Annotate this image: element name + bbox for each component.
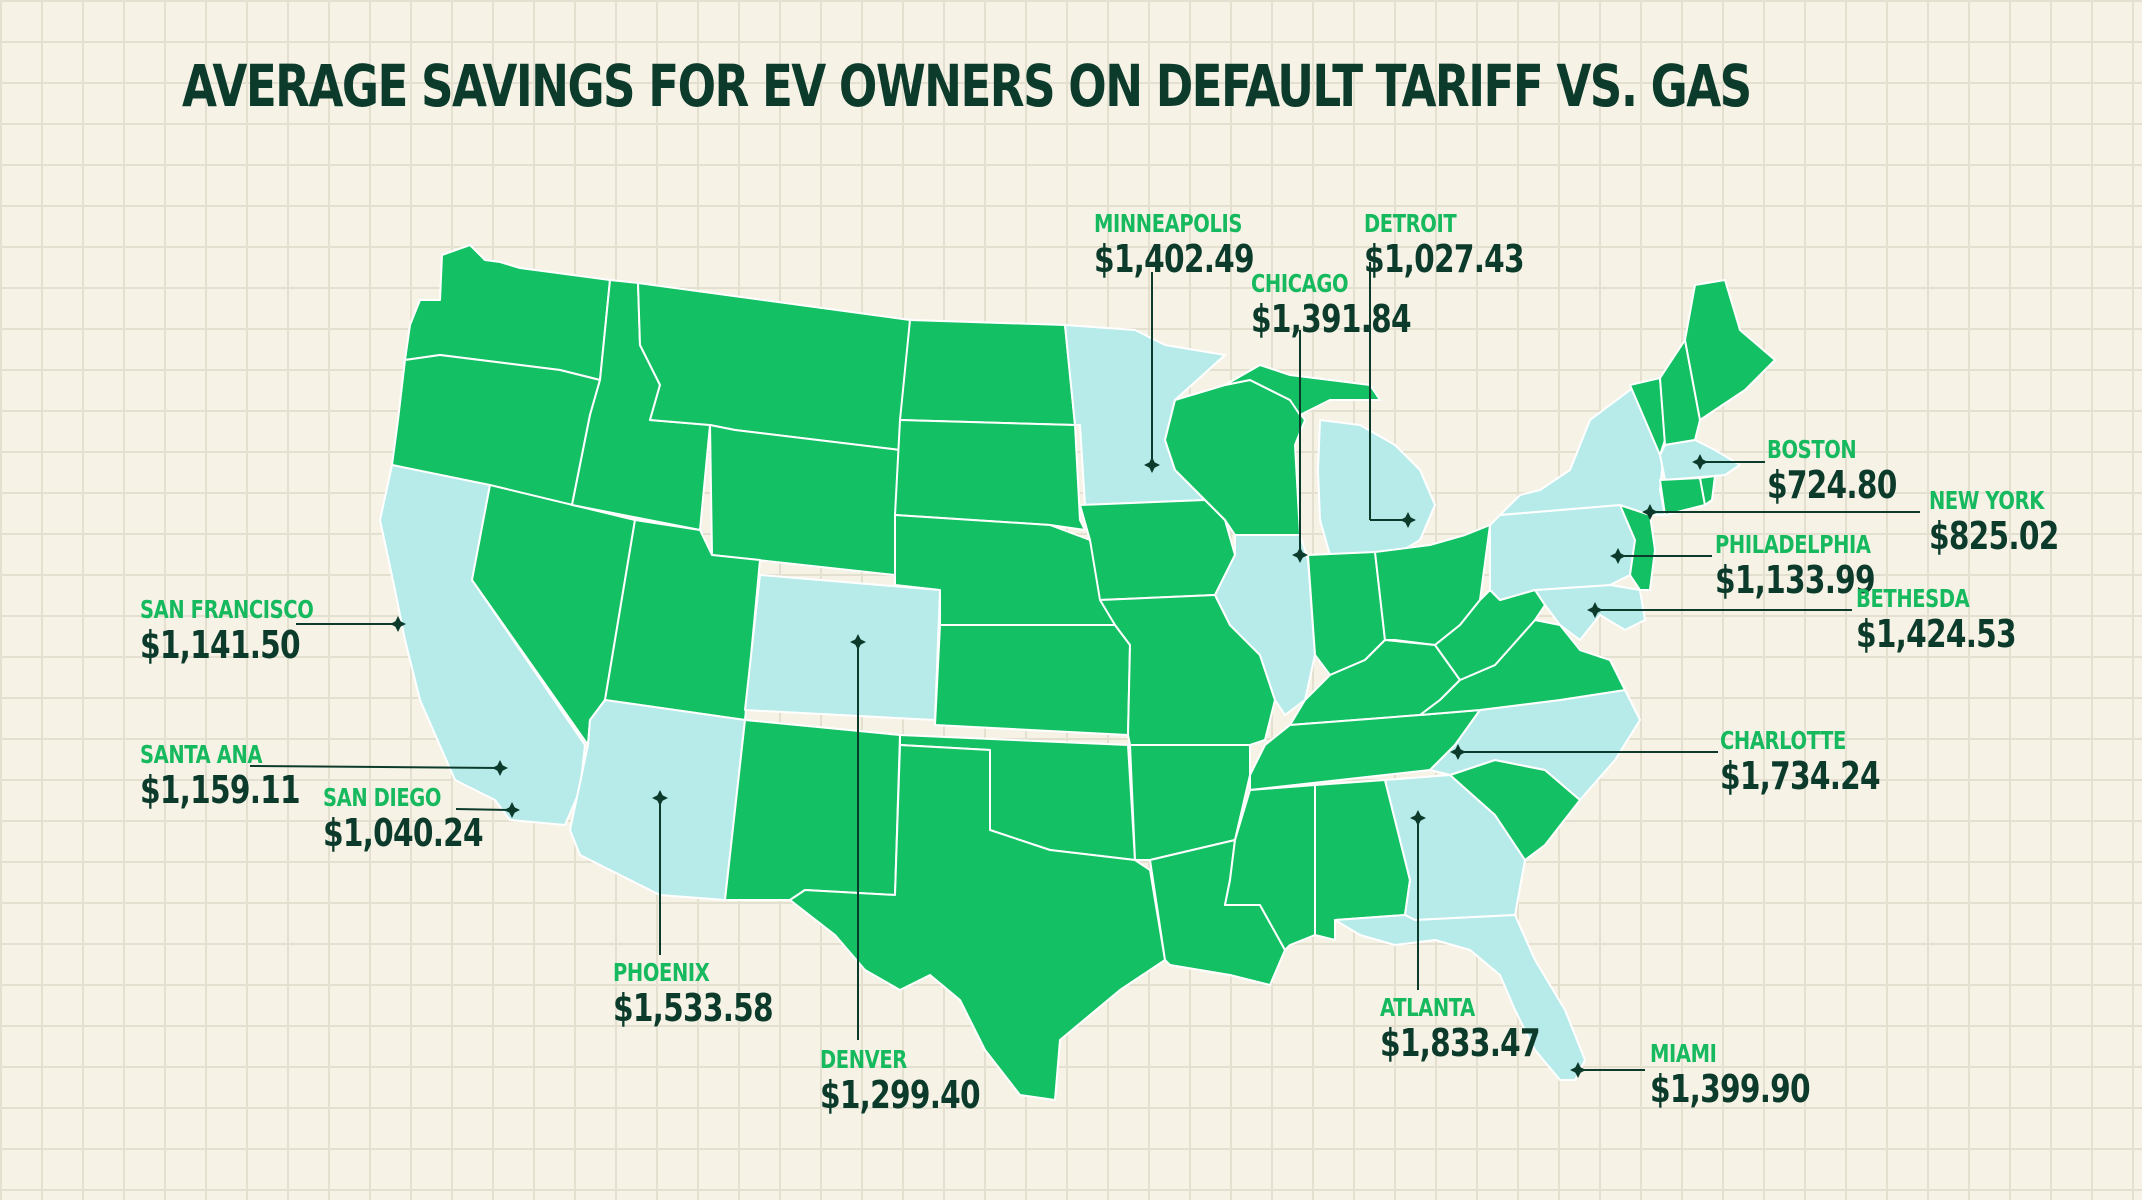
city-amount: $1,399.90 bbox=[1650, 1067, 1811, 1111]
city-name: NEW YORK bbox=[1929, 486, 2044, 515]
state-south-dakota bbox=[894, 419, 1086, 531]
state-wyoming bbox=[709, 424, 901, 576]
label-boston: BOSTON $724.80 bbox=[1767, 435, 1897, 507]
city-amount: $1,040.24 bbox=[323, 811, 484, 855]
state-michigan-up bbox=[1224, 364, 1381, 416]
city-name: PHOENIX bbox=[613, 958, 710, 987]
leader-line-santa-ana bbox=[249, 765, 501, 769]
state-kansas bbox=[934, 624, 1131, 736]
city-marker-san-diego bbox=[504, 802, 520, 818]
city-name: MINNEAPOLIS bbox=[1094, 209, 1243, 238]
city-amount: $1,424.53 bbox=[1856, 612, 2017, 656]
state-rhode-island bbox=[1699, 475, 1716, 506]
city-marker-santa-ana bbox=[492, 760, 508, 776]
state-maine bbox=[1684, 279, 1776, 421]
city-marker-charlotte bbox=[1450, 744, 1466, 760]
city-name: ATLANTA bbox=[1380, 993, 1475, 1022]
city-marker-boston bbox=[1692, 454, 1708, 470]
city-marker-phoenix bbox=[652, 790, 668, 806]
city-marker-philadelphia bbox=[1610, 548, 1626, 564]
label-philadelphia: PHILADELPHIA $1,133.99 bbox=[1715, 530, 1876, 602]
city-name: MIAMI bbox=[1650, 1039, 1717, 1068]
label-santa-ana: SANTA ANA $1,159.11 bbox=[140, 740, 301, 812]
city-name: DETROIT bbox=[1364, 209, 1457, 238]
label-chicago: CHICAGO $1,391.84 bbox=[1251, 269, 1412, 341]
city-marker-atlanta bbox=[1410, 810, 1426, 826]
label-minneapolis: MINNEAPOLIS $1,402.49 bbox=[1094, 209, 1255, 281]
city-amount: $1,391.84 bbox=[1251, 297, 1412, 341]
city-amount: $1,133.99 bbox=[1715, 558, 1876, 602]
label-detroit: DETROIT $1,027.43 bbox=[1364, 209, 1525, 281]
state-maryland bbox=[1534, 584, 1646, 641]
label-denver: DENVER $1,299.40 bbox=[820, 1045, 981, 1117]
city-name: BETHESDA bbox=[1856, 584, 1970, 613]
label-san-francisco: SAN FRANCISCO $1,141.50 bbox=[140, 595, 314, 667]
city-name: SANTA ANA bbox=[140, 740, 263, 769]
state-new-jersey bbox=[1619, 504, 1656, 591]
label-new-york: NEW YORK $825.02 bbox=[1929, 486, 2059, 558]
city-name: CHICAGO bbox=[1251, 269, 1349, 298]
state-colorado bbox=[744, 574, 941, 721]
state-new-hampshire bbox=[1659, 339, 1701, 446]
label-atlanta: ATLANTA $1,833.47 bbox=[1380, 993, 1541, 1065]
state-illinois bbox=[1214, 534, 1316, 716]
state-new-mexico bbox=[724, 719, 901, 901]
label-bethesda: BETHESDA $1,424.53 bbox=[1856, 584, 2017, 656]
city-marker-minneapolis bbox=[1144, 457, 1160, 473]
city-name: BOSTON bbox=[1767, 435, 1857, 464]
city-amount: $1,533.58 bbox=[613, 986, 774, 1030]
state-iowa bbox=[1079, 499, 1236, 601]
city-name: CHARLOTTE bbox=[1720, 726, 1846, 755]
city-amount: $1,402.49 bbox=[1094, 237, 1255, 281]
label-charlotte: CHARLOTTE $1,734.24 bbox=[1720, 726, 1881, 798]
city-amount: $1,141.50 bbox=[140, 623, 301, 667]
state-connecticut bbox=[1659, 477, 1706, 516]
map-title: AVERAGE SAVINGS FOR EV OWNERS ON DEFAULT… bbox=[182, 52, 1752, 120]
city-amount: $825.02 bbox=[1929, 514, 2059, 558]
city-marker-miami bbox=[1570, 1062, 1586, 1078]
label-san-diego: SAN DIEGO $1,040.24 bbox=[323, 783, 484, 855]
city-marker-detroit bbox=[1400, 512, 1416, 528]
city-marker-bethesda bbox=[1587, 602, 1603, 618]
city-amount: $1,159.11 bbox=[140, 768, 301, 812]
label-phoenix: PHOENIX $1,533.58 bbox=[613, 958, 774, 1030]
state-north-dakota bbox=[899, 319, 1076, 426]
state-michigan bbox=[1317, 419, 1436, 556]
state-north-carolina bbox=[1429, 689, 1641, 801]
city-marker-chicago bbox=[1292, 547, 1308, 563]
state-virginia bbox=[1419, 619, 1626, 716]
city-amount: $1,027.43 bbox=[1364, 237, 1525, 281]
leader-line-san-diego bbox=[455, 808, 513, 811]
city-amount: $724.80 bbox=[1767, 463, 1897, 507]
city-amount: $1,299.40 bbox=[820, 1073, 981, 1117]
city-marker-new-york bbox=[1642, 504, 1658, 520]
state-texas bbox=[789, 744, 1166, 1101]
city-marker-denver bbox=[850, 634, 866, 650]
city-amount: $1,734.24 bbox=[1720, 754, 1881, 798]
city-name: SAN FRANCISCO bbox=[140, 595, 314, 624]
label-miami: MIAMI $1,399.90 bbox=[1650, 1039, 1811, 1111]
city-marker-san-francisco bbox=[390, 616, 406, 632]
state-florida bbox=[1334, 914, 1586, 1081]
city-name: DENVER bbox=[820, 1045, 907, 1074]
city-amount: $1,833.47 bbox=[1380, 1021, 1541, 1065]
city-name: SAN DIEGO bbox=[323, 783, 442, 812]
city-name: PHILADELPHIA bbox=[1715, 530, 1871, 559]
